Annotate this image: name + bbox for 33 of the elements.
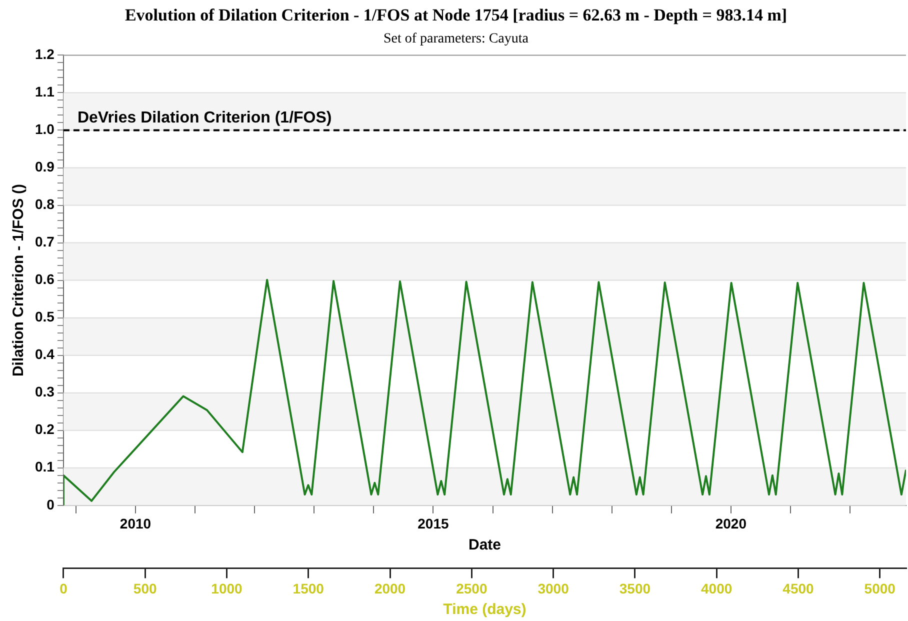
x-axis-title: Time (days): [443, 601, 526, 618]
x2-tick-label: 2015: [418, 516, 450, 532]
x-tick-label: 1500: [292, 580, 324, 596]
y-tick-label: 1.0: [34, 121, 55, 138]
x-tick-label: 4000: [701, 580, 732, 596]
x2-tick-label: 2020: [715, 516, 747, 532]
x-tick-label: 2000: [374, 580, 406, 596]
y-axis-title: Dilation Criterion - 1/FOS (): [10, 184, 28, 377]
x-tick-label: 3000: [538, 580, 570, 596]
x-tick-label: 3500: [619, 580, 651, 596]
x2-tick-label: 2010: [120, 516, 152, 532]
y-tick-label: 0.1: [34, 458, 55, 475]
x-tick-label: 2500: [456, 580, 488, 596]
x-tick-label: 5000: [864, 580, 896, 596]
x-tick-label: 4500: [782, 580, 814, 596]
y-tick-label: 0.6: [34, 271, 55, 288]
y-tick-label: 0.8: [34, 196, 55, 212]
x-tick-label: 0: [60, 580, 68, 596]
y-tick-label: 0.2: [34, 421, 55, 438]
x-tick-label: 1000: [211, 580, 243, 596]
y-tick-label: 0: [46, 496, 55, 512]
y-tick-label: 0.5: [34, 308, 55, 325]
ref-line-label: DeVries Dilation Criterion (1/FOS): [77, 110, 332, 127]
y-tick-label: 0.9: [34, 158, 55, 175]
y-tick-label: 0.7: [34, 234, 55, 250]
x2-axis-title: Date: [468, 536, 501, 554]
y-tick-label: 0.3: [34, 384, 55, 400]
y-tick-label: 1.1: [34, 84, 55, 100]
x-tick-label: 500: [133, 580, 157, 596]
y-tick-label: 1.2: [34, 46, 55, 62]
chart-subtitle: Set of parameters: Cayuta: [383, 31, 530, 46]
y-tick-label: 0.4: [34, 346, 55, 362]
chart-title: Evolution of Dilation Criterion - 1/FOS at Node 1754 [radius = 62.63 m - Depth = 983.14 m]: [124, 6, 788, 25]
